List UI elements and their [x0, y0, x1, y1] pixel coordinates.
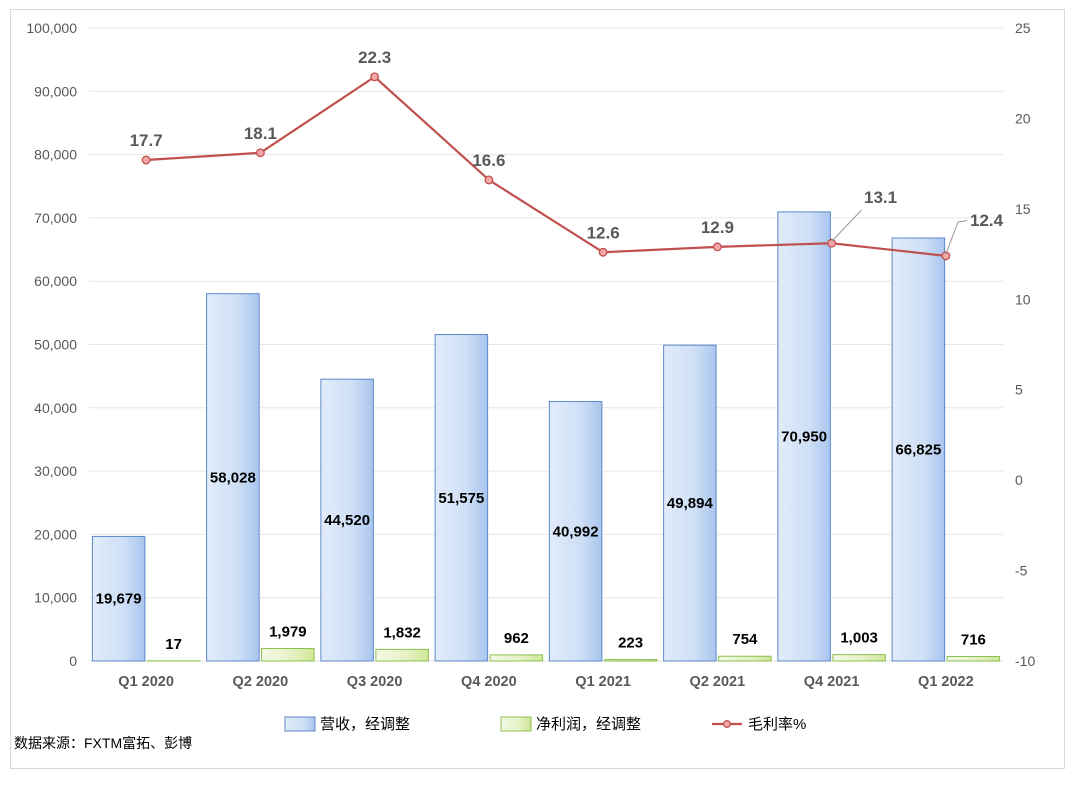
svg-text:60,000: 60,000 — [34, 273, 77, 289]
svg-text:16.6: 16.6 — [472, 151, 505, 170]
svg-text:49,894: 49,894 — [667, 495, 714, 512]
svg-text:17.7: 17.7 — [130, 131, 163, 150]
svg-text:22.3: 22.3 — [358, 48, 391, 67]
svg-text:90,000: 90,000 — [34, 83, 77, 99]
svg-text:Q2 2020: Q2 2020 — [233, 674, 289, 690]
svg-text:66,825: 66,825 — [895, 442, 941, 459]
svg-text:44,520: 44,520 — [324, 512, 370, 529]
svg-text:15: 15 — [1015, 201, 1031, 217]
svg-text:40,000: 40,000 — [34, 400, 77, 416]
svg-text:51,575: 51,575 — [438, 490, 484, 507]
svg-text:数据来源：FXTM富拓、彭博: 数据来源：FXTM富拓、彭博 — [14, 735, 192, 751]
svg-text:20: 20 — [1015, 110, 1031, 126]
svg-text:10: 10 — [1015, 291, 1031, 307]
svg-text:-5: -5 — [1015, 563, 1028, 579]
svg-text:70,000: 70,000 — [34, 210, 77, 226]
svg-text:1,832: 1,832 — [383, 624, 421, 641]
svg-text:58,028: 58,028 — [210, 469, 256, 486]
svg-text:5: 5 — [1015, 382, 1023, 398]
svg-text:Q3 2020: Q3 2020 — [347, 674, 403, 690]
svg-text:0: 0 — [69, 653, 77, 669]
svg-text:18.1: 18.1 — [244, 124, 277, 143]
svg-text:Q1 2021: Q1 2021 — [575, 674, 631, 690]
svg-text:12.6: 12.6 — [587, 223, 620, 242]
svg-text:Q2 2021: Q2 2021 — [690, 674, 746, 690]
svg-text:40,992: 40,992 — [553, 523, 599, 540]
svg-text:12.4: 12.4 — [970, 211, 1004, 230]
svg-text:19,679: 19,679 — [96, 591, 142, 608]
svg-text:754: 754 — [732, 631, 758, 648]
svg-text:0: 0 — [1015, 472, 1023, 488]
svg-text:13.1: 13.1 — [864, 188, 897, 207]
svg-text:Q1 2020: Q1 2020 — [118, 674, 174, 690]
svg-text:1,979: 1,979 — [269, 623, 307, 640]
svg-text:Q4 2021: Q4 2021 — [804, 674, 860, 690]
svg-text:20,000: 20,000 — [34, 526, 77, 542]
svg-text:223: 223 — [618, 635, 643, 652]
svg-text:716: 716 — [961, 631, 986, 648]
svg-text:10,000: 10,000 — [34, 590, 77, 606]
svg-text:50,000: 50,000 — [34, 337, 77, 353]
svg-text:12.9: 12.9 — [701, 218, 734, 237]
svg-text:营收，经调整: 营收，经调整 — [320, 716, 410, 733]
svg-text:25: 25 — [1015, 20, 1031, 36]
svg-text:80,000: 80,000 — [34, 147, 77, 163]
svg-text:962: 962 — [504, 630, 529, 647]
svg-text:Q4 2020: Q4 2020 — [461, 674, 517, 690]
svg-text:Q1 2022: Q1 2022 — [918, 674, 974, 690]
svg-text:-10: -10 — [1015, 653, 1035, 669]
svg-text:毛利率%: 毛利率% — [748, 716, 806, 733]
svg-text:70,950: 70,950 — [781, 428, 827, 445]
svg-text:17: 17 — [165, 636, 182, 653]
svg-text:30,000: 30,000 — [34, 463, 77, 479]
svg-text:净利润，经调整: 净利润，经调整 — [536, 716, 641, 733]
svg-text:100,000: 100,000 — [26, 20, 77, 36]
svg-text:1,003: 1,003 — [840, 630, 878, 647]
